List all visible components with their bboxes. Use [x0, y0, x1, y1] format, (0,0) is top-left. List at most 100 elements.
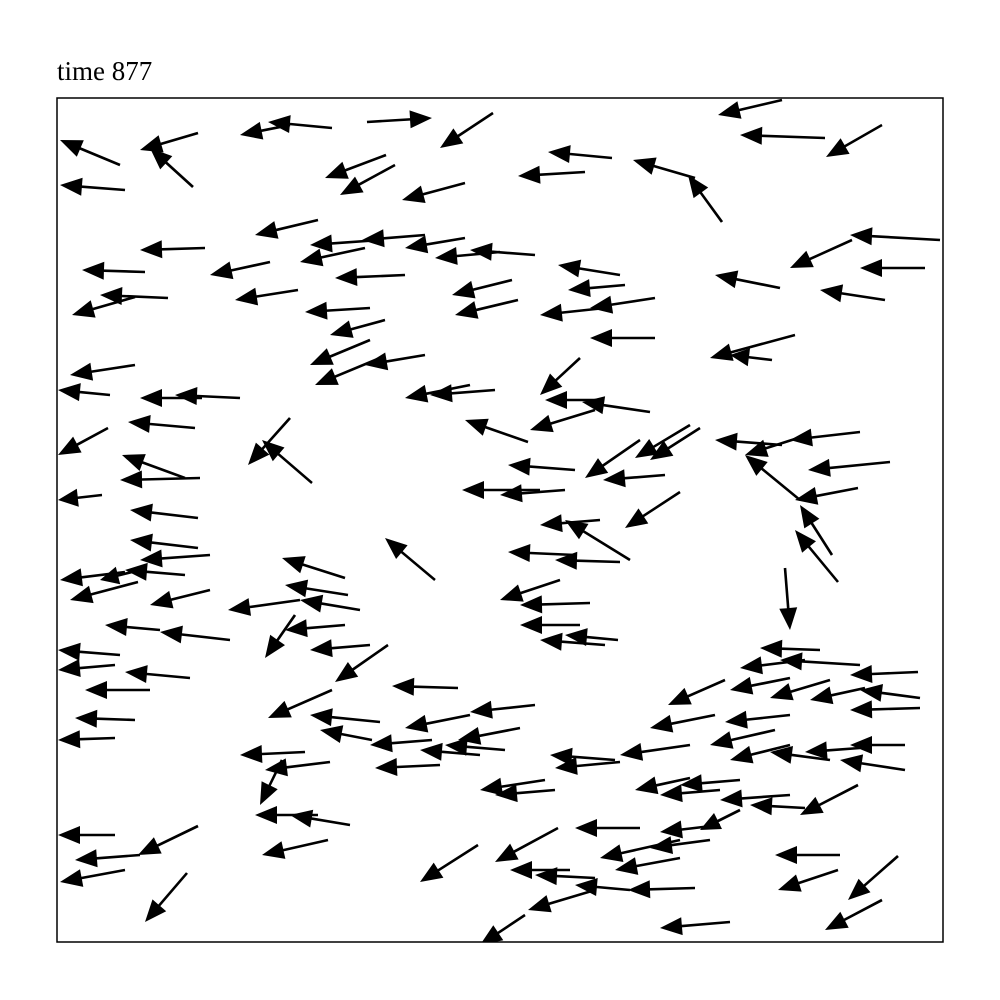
- arrow: [58, 488, 103, 507]
- arrow: [568, 279, 626, 297]
- arrow: [470, 242, 536, 261]
- arrow: [585, 438, 641, 478]
- arrow: [760, 639, 820, 658]
- arrow: [445, 737, 506, 756]
- arrow: [385, 538, 436, 581]
- arrow: [465, 418, 529, 444]
- arrow: [75, 709, 135, 728]
- arrow: [730, 348, 773, 367]
- arrow: [770, 678, 831, 701]
- arrow: [310, 338, 371, 365]
- plot-frame: [56, 97, 944, 943]
- arrow: [790, 238, 853, 268]
- arrow: [285, 619, 346, 638]
- arrow: [140, 131, 199, 153]
- arrow: [528, 888, 596, 913]
- arrow: [508, 544, 576, 562]
- arrow: [248, 417, 291, 465]
- arrow: [680, 774, 741, 793]
- arrow: [58, 826, 115, 844]
- arrow: [140, 549, 211, 568]
- arrow: [310, 639, 371, 658]
- arrow: [555, 757, 621, 775]
- arrow: [510, 861, 570, 879]
- arrow: [130, 503, 199, 522]
- arrow: [495, 784, 556, 803]
- arrow: [320, 725, 373, 743]
- arrow: [120, 470, 200, 489]
- arrow: [860, 684, 921, 702]
- arrow: [365, 352, 426, 371]
- arrow: [140, 240, 205, 259]
- arrow: [290, 809, 351, 828]
- arrow: [825, 898, 883, 930]
- arrow: [282, 556, 346, 580]
- arrow: [730, 676, 791, 695]
- arrow: [848, 855, 899, 900]
- arrow: [740, 126, 825, 145]
- arrow: [810, 686, 866, 705]
- arrow: [362, 229, 426, 248]
- arrow: [628, 880, 695, 899]
- arrow: [540, 303, 606, 322]
- arrow: [800, 783, 859, 815]
- arrow: [850, 736, 905, 754]
- arrow: [452, 278, 513, 299]
- arrow: [545, 391, 600, 409]
- arrow: [430, 384, 496, 403]
- arrow: [470, 700, 536, 719]
- arrow: [780, 652, 861, 671]
- arrow: [140, 389, 202, 407]
- arrow: [633, 157, 696, 180]
- arrow: [688, 175, 724, 223]
- arrow: [435, 247, 501, 265]
- arrow: [770, 746, 831, 764]
- arrow: [530, 408, 596, 433]
- arrow: [745, 455, 801, 501]
- arrow: [150, 588, 211, 609]
- arrow: [700, 808, 741, 830]
- arrow: [375, 758, 441, 776]
- arrow: [860, 259, 925, 277]
- arrow: [795, 530, 839, 583]
- arrow: [175, 387, 241, 405]
- arrow: [228, 598, 301, 616]
- arrow: [615, 856, 681, 875]
- arrow: [310, 708, 381, 727]
- arrow: [100, 287, 169, 305]
- arrow: [58, 426, 109, 455]
- arrow: [260, 759, 284, 805]
- arrow: [125, 665, 191, 683]
- arrow: [730, 743, 791, 764]
- arrow: [625, 490, 681, 528]
- arrow: [335, 643, 389, 682]
- arrow: [255, 218, 319, 239]
- arrow: [235, 287, 299, 306]
- arrow: [58, 642, 121, 661]
- arrow: [520, 616, 580, 634]
- arrow: [150, 148, 194, 188]
- arrow: [370, 734, 433, 753]
- arrow: [405, 383, 471, 403]
- arrow: [795, 486, 859, 505]
- arrow: [826, 123, 883, 157]
- arrow: [240, 745, 306, 763]
- arrow: [805, 741, 861, 760]
- arrow: [420, 742, 481, 761]
- arrow: [482, 913, 526, 942]
- arrow: [85, 681, 150, 699]
- arrow: [500, 484, 566, 503]
- arrow: [495, 826, 559, 862]
- arrow: [715, 432, 783, 451]
- arrow: [660, 917, 731, 936]
- arrow: [392, 677, 458, 696]
- arrow: [315, 356, 381, 385]
- arrow: [58, 383, 111, 402]
- arrow: [458, 726, 521, 745]
- arrow: [70, 362, 136, 381]
- arrow: [128, 415, 196, 433]
- arrow: [500, 578, 561, 602]
- arrow: [130, 533, 199, 552]
- arrow: [60, 177, 126, 196]
